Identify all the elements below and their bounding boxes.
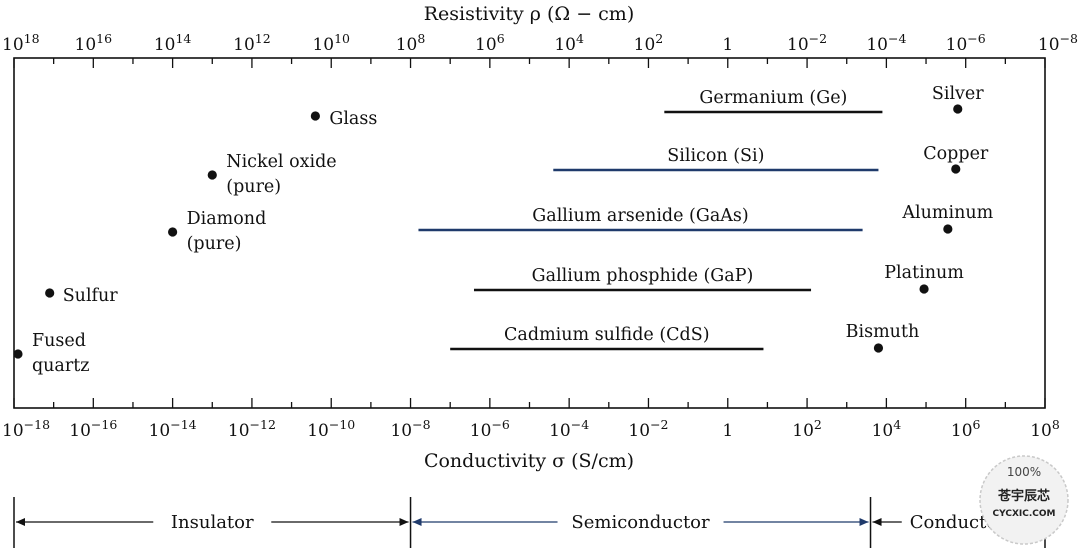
range-label: Gallium arsenide (GaAs)	[532, 206, 748, 226]
top-axis-title: Resistivity ρ (Ω − cm)	[424, 3, 635, 25]
bottom-tick-label: 10−4	[549, 417, 589, 441]
bottom-tick-label: 104	[872, 417, 902, 441]
material-label: Nickel oxide	[226, 152, 336, 172]
material-label: Diamond	[187, 209, 267, 229]
region-label: Insulator	[171, 512, 254, 533]
region-arrowhead	[16, 518, 25, 526]
top-tick-label: 1014	[154, 31, 192, 55]
material-label: Sulfur	[63, 286, 119, 306]
material-dot	[207, 170, 217, 180]
range-label: Silicon (Si)	[667, 146, 764, 166]
classification-bar: Insulator Semiconductor Conductor	[13, 497, 1046, 548]
top-tick-label: 10−6	[946, 31, 986, 55]
range-label: Gallium phosphide (GaP)	[532, 266, 754, 286]
region-arrowhead	[412, 518, 422, 526]
material-label: Fused	[32, 331, 86, 351]
bottom-axis-title: Conductivity σ (S/cm)	[424, 450, 634, 472]
material-points: Glass Nickel oxide (pure) Diamond (pure) Sulf…	[13, 84, 994, 376]
material-label: Silver	[932, 84, 984, 104]
top-tick-label: 1	[722, 35, 733, 55]
material-label: Bismuth	[846, 322, 920, 342]
region-arrowhead	[399, 518, 409, 526]
material-dot	[13, 349, 23, 359]
bottom-tick-label: 10−12	[228, 417, 276, 441]
region-label: Semiconductor	[571, 512, 710, 533]
bottom-tick-label: 102	[792, 417, 822, 441]
range-label: Cadmium sulfide (CdS)	[504, 325, 710, 345]
material-dot	[45, 288, 55, 298]
top-tick-label: 10−4	[866, 31, 906, 55]
material-dot	[310, 111, 320, 121]
bottom-tick-label: 10−6	[470, 417, 510, 441]
bottom-tick-label: 10−10	[307, 417, 355, 441]
top-tick-label: 10−8	[1038, 31, 1078, 55]
material-dot	[873, 343, 884, 353]
material-label: (pure)	[187, 234, 242, 254]
top-tick-label: 108	[396, 31, 426, 55]
region-arrowhead	[872, 518, 882, 526]
material-dot	[168, 227, 178, 237]
material-ranges: Germanium (Ge) Silicon (Si) Gallium arseni…	[418, 88, 883, 351]
bottom-tick-label: 10−2	[628, 417, 668, 441]
material-label: Glass	[329, 109, 377, 129]
material-dot	[951, 164, 961, 174]
region-arrowhead	[859, 518, 869, 526]
bottom-tick-label: 10−14	[149, 417, 197, 441]
material-label: Copper	[923, 144, 989, 164]
bottom-tick-label: 10−8	[390, 417, 430, 441]
material-dot	[953, 104, 963, 114]
top-tick-label: 102	[634, 31, 664, 55]
stamp-middle-text: 苍宇辰芯	[997, 488, 1050, 504]
top-tick-label: 106	[475, 31, 505, 55]
watermark-stamp: 100% 苍宇辰芯 CYCXIC.COM	[979, 455, 1069, 545]
bottom-tick-label: 10−18	[2, 417, 50, 441]
stamp-top-text: 100%	[1007, 465, 1041, 479]
range-label: Germanium (Ge)	[699, 88, 847, 108]
material-dot	[943, 224, 953, 234]
material-label: quartz	[32, 356, 90, 376]
material-label: Aluminum	[901, 203, 993, 223]
top-tick-label: 1012	[233, 31, 271, 55]
bottom-tick-label: 108	[1030, 417, 1060, 441]
bottom-axis-ticks: 10−18 10−16 10−14 10−12 10−10 10−8 10−6 10−4 10−…	[2, 398, 1060, 441]
material-label: (pure)	[226, 177, 281, 197]
top-tick-label: 1010	[312, 31, 350, 55]
stamp-circle	[979, 455, 1069, 545]
bottom-tick-label: 1	[722, 421, 733, 441]
top-tick-label: 1018	[2, 31, 40, 55]
region-label: Conductor	[910, 512, 1006, 533]
stamp-bottom-text: CYCXIC.COM	[993, 509, 1056, 519]
bottom-tick-label: 10−16	[69, 417, 117, 441]
top-tick-label: 104	[554, 31, 584, 55]
material-dot	[919, 284, 929, 294]
bottom-tick-label: 106	[951, 417, 981, 441]
top-axis-ticks: 1018 1016 1014 1012 1010 108 106 104 102 1 10−2 10−…	[2, 31, 1078, 68]
top-tick-label: 10−2	[787, 31, 827, 55]
top-tick-label: 1016	[75, 31, 113, 55]
material-label: Platinum	[884, 263, 964, 283]
